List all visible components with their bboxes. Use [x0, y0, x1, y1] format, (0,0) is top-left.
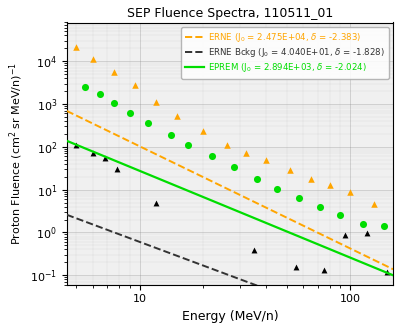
Point: [209, 154, 215, 159]
ERNE (J$_0$ = 2.475E+04, $\delta$ = -2.383): [64, 109, 69, 113]
Point: [364, 231, 370, 236]
Point: [82, 84, 88, 89]
Point: [308, 176, 314, 182]
EPREM (J$_0$ = 2.894E+03, $\delta$ = -2.024): [259, 219, 264, 223]
EPREM (J$_0$ = 2.894E+03, $\delta$ = -2.024): [339, 252, 344, 256]
Point: [371, 202, 377, 207]
ERNE Bckg (J$_0$ = 4.040E+01, $\delta$ = -1.828): [264, 287, 269, 291]
Point: [326, 182, 333, 187]
ERNE Bckg (J$_0$ = 4.040E+01, $\delta$ = -1.828): [66, 213, 70, 217]
Point: [132, 82, 138, 87]
Point: [274, 186, 280, 191]
EPREM (J$_0$ = 2.894E+03, $\delta$ = -2.024): [360, 261, 365, 265]
Point: [97, 91, 104, 97]
ERNE (J$_0$ = 2.475E+04, $\delta$ = -2.383): [339, 242, 344, 246]
Point: [90, 57, 96, 62]
Point: [101, 155, 108, 161]
ERNE (J$_0$ = 2.475E+04, $\delta$ = -2.383): [259, 203, 264, 207]
EPREM (J$_0$ = 2.894E+03, $\delta$ = -2.024): [258, 218, 262, 222]
Point: [263, 158, 270, 163]
Point: [360, 221, 366, 226]
ERNE (J$_0$ = 2.475E+04, $\delta$ = -2.383): [360, 252, 365, 256]
EPREM (J$_0$ = 2.894E+03, $\delta$ = -2.024): [264, 221, 269, 225]
Point: [292, 264, 299, 269]
ERNE Bckg (J$_0$ = 4.040E+01, $\delta$ = -1.828): [360, 323, 365, 327]
Point: [167, 133, 174, 138]
Point: [145, 120, 152, 126]
Point: [114, 167, 120, 172]
Point: [317, 204, 323, 209]
Point: [243, 151, 249, 156]
Title: SEP Fluence Spectra, 110511_01: SEP Fluence Spectra, 110511_01: [127, 7, 333, 20]
ERNE Bckg (J$_0$ = 4.040E+01, $\delta$ = -1.828): [258, 285, 262, 289]
Point: [342, 233, 349, 238]
Point: [73, 143, 80, 148]
ERNE Bckg (J$_0$ = 4.040E+01, $\delta$ = -1.828): [339, 315, 344, 319]
Point: [153, 100, 160, 105]
Point: [174, 114, 180, 119]
X-axis label: Energy (MeV/n): Energy (MeV/n): [182, 310, 278, 323]
Point: [127, 110, 133, 116]
Point: [185, 143, 192, 148]
Point: [384, 269, 390, 275]
Point: [254, 176, 260, 182]
Point: [90, 151, 96, 156]
ERNE Bckg (J$_0$ = 4.040E+01, $\delta$ = -1.828): [259, 285, 264, 289]
Point: [347, 189, 353, 194]
Point: [321, 268, 327, 273]
EPREM (J$_0$ = 2.894E+03, $\delta$ = -2.024): [64, 139, 69, 143]
Line: ERNE Bckg (J$_0$ = 4.040E+01, $\delta$ = -1.828): ERNE Bckg (J$_0$ = 4.040E+01, $\delta$ =…: [67, 215, 393, 330]
ERNE (J$_0$ = 2.475E+04, $\delta$ = -2.383): [264, 206, 269, 210]
Point: [153, 200, 160, 205]
ERNE (J$_0$ = 2.475E+04, $\delta$ = -2.383): [66, 110, 70, 114]
Point: [296, 195, 302, 200]
Legend: ERNE (J$_0$ = 2.475E+04, $\delta$ = -2.383), ERNE Bckg (J$_0$ = 4.040E+01, $\del: ERNE (J$_0$ = 2.475E+04, $\delta$ = -2.3…: [181, 27, 389, 79]
Y-axis label: Proton Fluence (cm$^2$ sr MeV/n)$^{-1}$: Proton Fluence (cm$^2$ sr MeV/n)$^{-1}$: [7, 62, 24, 245]
EPREM (J$_0$ = 2.894E+03, $\delta$ = -2.024): [66, 139, 70, 143]
Point: [231, 164, 237, 170]
Point: [110, 100, 117, 106]
Point: [224, 143, 230, 148]
Line: EPREM (J$_0$ = 2.894E+03, $\delta$ = -2.024): EPREM (J$_0$ = 2.894E+03, $\delta$ = -2.…: [67, 141, 393, 275]
Point: [200, 128, 206, 133]
Point: [381, 223, 387, 229]
Point: [251, 248, 258, 253]
ERNE (J$_0$ = 2.475E+04, $\delta$ = -2.383): [391, 267, 396, 271]
EPREM (J$_0$ = 2.894E+03, $\delta$ = -2.024): [391, 273, 396, 277]
ERNE Bckg (J$_0$ = 4.040E+01, $\delta$ = -1.828): [64, 213, 69, 217]
Point: [337, 212, 344, 217]
ERNE (J$_0$ = 2.475E+04, $\delta$ = -2.383): [258, 203, 262, 207]
Line: ERNE (J$_0$ = 2.475E+04, $\delta$ = -2.383): ERNE (J$_0$ = 2.475E+04, $\delta$ = -2.3…: [67, 111, 393, 269]
Point: [73, 44, 80, 49]
Point: [110, 70, 117, 75]
Point: [287, 168, 294, 173]
